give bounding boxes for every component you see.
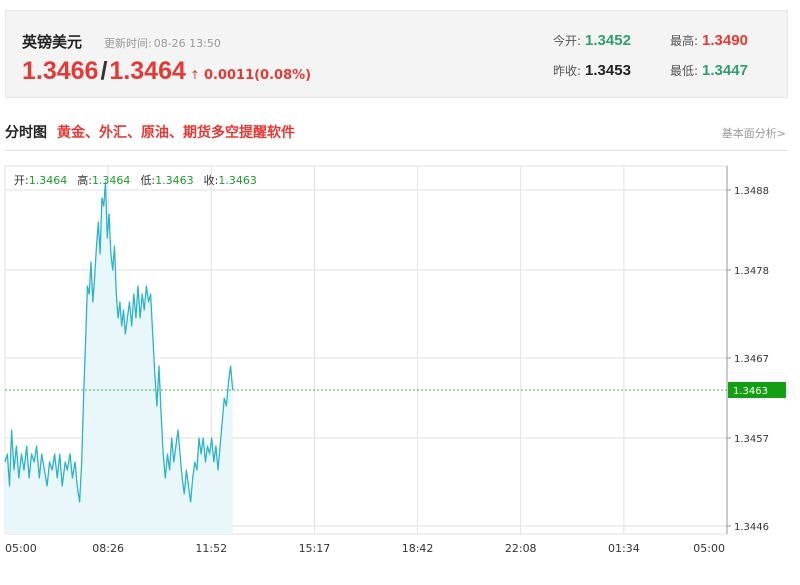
ohlc-low-label: 低:	[140, 174, 156, 187]
stat-prev-close-value: 1.3453	[585, 62, 631, 79]
x-tick-label: 11:52	[195, 542, 227, 555]
bid-price: 1.3466	[22, 57, 99, 85]
stat-low: 最低: 1.3447	[670, 62, 748, 79]
stat-open-value: 1.3452	[585, 32, 631, 49]
ohlc-low: 1.3463	[155, 174, 194, 187]
price-line	[4, 181, 234, 503]
ohlc-open: 1.3464	[28, 174, 68, 187]
x-tick-label: 01:34	[608, 542, 640, 555]
price-area	[5, 182, 233, 534]
ohlc-close: 1.3463	[218, 174, 257, 187]
ohlc-close-label: 收:	[203, 174, 219, 187]
ohlc-high-label: 高:	[77, 174, 92, 187]
update-time: 更新时间: 08-26 13:50	[102, 35, 221, 51]
update-time-value: 08-26 13:50	[153, 37, 221, 50]
x-tick-label: 05:00	[5, 542, 37, 555]
arrow-up-icon: ↑	[189, 68, 200, 82]
current-price-label: 1.3463	[733, 386, 768, 397]
section-title: 分时图	[5, 125, 47, 141]
stat-prev-close-label: 昨收:	[553, 64, 582, 78]
y-tick-label: 1.3488	[734, 186, 769, 197]
y-tick-label: 1.3446	[734, 522, 769, 533]
intraday-chart: 05:00 08:26 11:52 15:17 18:42 22:08 01:34 05:00…	[0, 162, 800, 585]
instrument-name: 英镑美元	[22, 33, 83, 51]
x-tick-label: 05:00	[693, 542, 725, 555]
x-tick-label: 22:08	[505, 542, 537, 555]
ask-price: 1.3464	[109, 57, 186, 85]
promo-link[interactable]: 黄金、外汇、原油、期货多空提醒软件	[57, 125, 295, 141]
x-tick-label: 18:42	[402, 542, 434, 555]
ohlc-readout: 开:1.3464 高:1.3464 低:1.3463 收:1.3463	[14, 172, 267, 188]
section-divider	[5, 150, 788, 151]
y-tick-label: 1.3467	[734, 354, 769, 365]
price-separator: /	[100, 57, 108, 85]
x-tick-label: 15:17	[299, 542, 331, 555]
ohlc-open-label: 开:	[14, 174, 29, 187]
stat-high: 最高: 1.3490	[670, 32, 748, 49]
chart-svg: 05:00 08:26 11:52 15:17 18:42 22:08 01:34 05:00…	[4, 165, 786, 555]
update-label: 更新时间:	[104, 37, 152, 50]
price-row: 1.3466/1.3464 ↑ 0.0011(0.08%)	[22, 57, 311, 86]
stat-low-value: 1.3447	[702, 62, 748, 79]
stat-high-value: 1.3490	[702, 32, 748, 49]
stat-open-label: 今开:	[553, 34, 582, 48]
axis-layer: 05:00 08:26 11:52 15:17 18:42 22:08 01:34 05:00…	[5, 166, 786, 555]
quote-panel: 英镑美元 更新时间: 08-26 13:50 1.3466/1.3464 ↑ 0.00…	[5, 10, 788, 98]
stat-prev-close: 昨收: 1.3453	[553, 62, 631, 79]
stat-high-label: 最高:	[670, 34, 699, 48]
current-price-badge	[728, 382, 786, 398]
fundamental-analysis-link[interactable]: 基本面分析>	[721, 127, 786, 140]
y-tick-label: 1.3478	[734, 266, 769, 277]
stat-low-label: 最低:	[670, 64, 699, 78]
y-tick-label: 1.3457	[734, 434, 769, 445]
x-tick-label: 08:26	[92, 542, 124, 555]
ohlc-high: 1.3464	[91, 174, 131, 187]
stat-open: 今开: 1.3452	[553, 32, 631, 49]
price-change: 0.0011(0.08%)	[203, 68, 312, 83]
